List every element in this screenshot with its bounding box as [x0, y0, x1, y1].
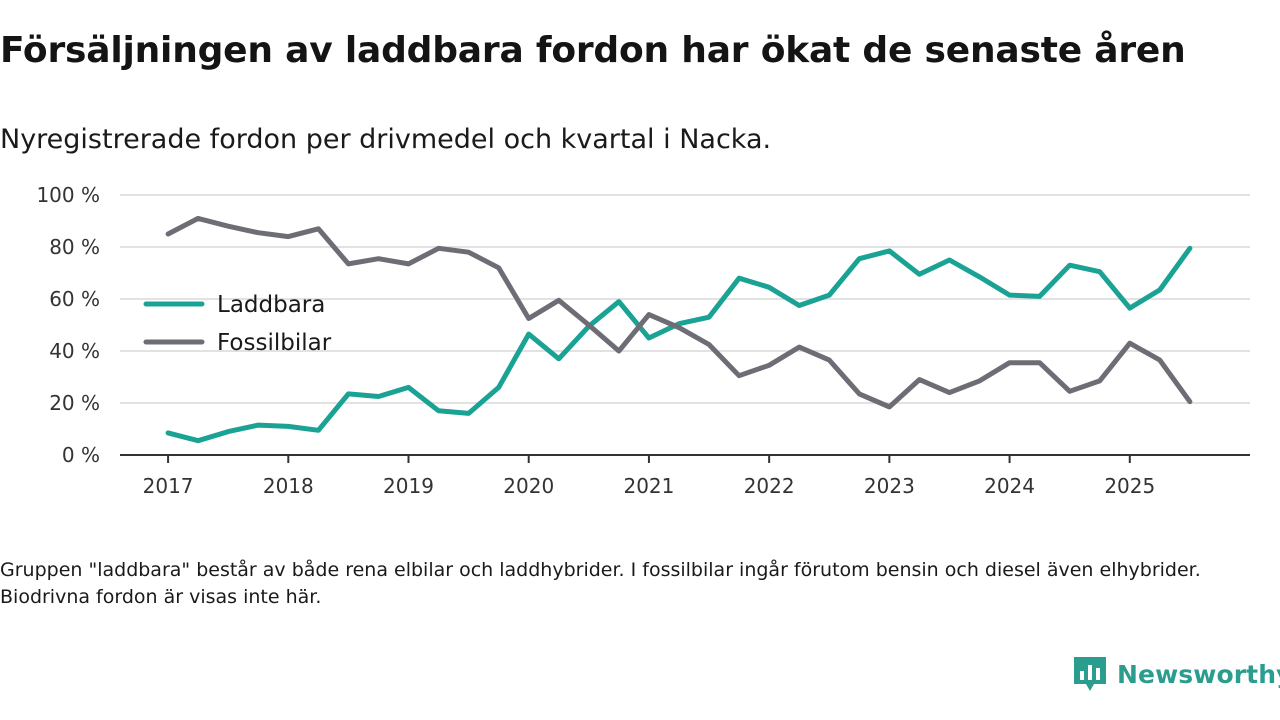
x-tick-label: 2019: [383, 474, 434, 498]
x-tick-label: 2024: [984, 474, 1035, 498]
x-tick-label: 2025: [1104, 474, 1155, 498]
series-line-fossilbilar: [165, 215, 1193, 410]
legend-label-laddbara: Laddbara: [217, 292, 325, 318]
x-tick-label: 2017: [143, 474, 194, 498]
x-tick-label: 2020: [503, 474, 554, 498]
brand-logo: Newsworthy: [1072, 655, 1280, 693]
y-tick-label: 100 %: [36, 183, 100, 207]
line-chart: 0 % 20 % 40 % 60 % 80 % 100 % 2017 2018 2019 202…: [36, 183, 1250, 498]
x-tick-label: 2021: [623, 474, 674, 498]
x-tick-label: 2018: [263, 474, 314, 498]
brand-name: Newsworthy: [1117, 659, 1280, 689]
y-axis: 0 % 20 % 40 % 60 % 80 % 100 %: [36, 183, 100, 467]
legend-label-fossilbilar: Fossilbilar: [217, 330, 332, 356]
newsworthy-logo-icon: [1074, 657, 1106, 691]
chart-footnote: Gruppen "laddbara" består av både rena e…: [0, 559, 1201, 608]
y-tick-label: 80 %: [49, 235, 100, 259]
x-tick-label: 2023: [864, 474, 915, 498]
chart-subtitle: Nyregistrerade fordon per drivmedel och …: [0, 124, 772, 155]
y-tick-label: 20 %: [49, 391, 100, 415]
series-line-laddbara: [165, 245, 1193, 444]
chart-legend: Laddbara Fossilbilar: [143, 292, 332, 356]
x-tick-label: 2022: [744, 474, 795, 498]
chart-gridlines: [120, 194, 1250, 404]
chart-title: Försäljningen av laddbara fordon har öka…: [0, 30, 1186, 71]
x-axis: 2017 2018 2019 2020 2021 2022 2023 2024 2025: [120, 454, 1250, 498]
y-tick-label: 40 %: [49, 339, 100, 363]
y-tick-label: 60 %: [49, 287, 100, 311]
y-tick-label: 0 %: [62, 443, 100, 467]
chart-series: [165, 215, 1193, 444]
